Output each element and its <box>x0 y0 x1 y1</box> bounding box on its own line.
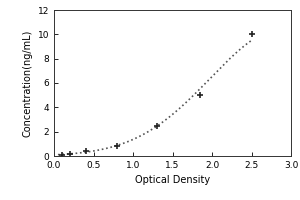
Y-axis label: Concentration(ng/mL): Concentration(ng/mL) <box>22 29 32 137</box>
X-axis label: Optical Density: Optical Density <box>135 175 210 185</box>
